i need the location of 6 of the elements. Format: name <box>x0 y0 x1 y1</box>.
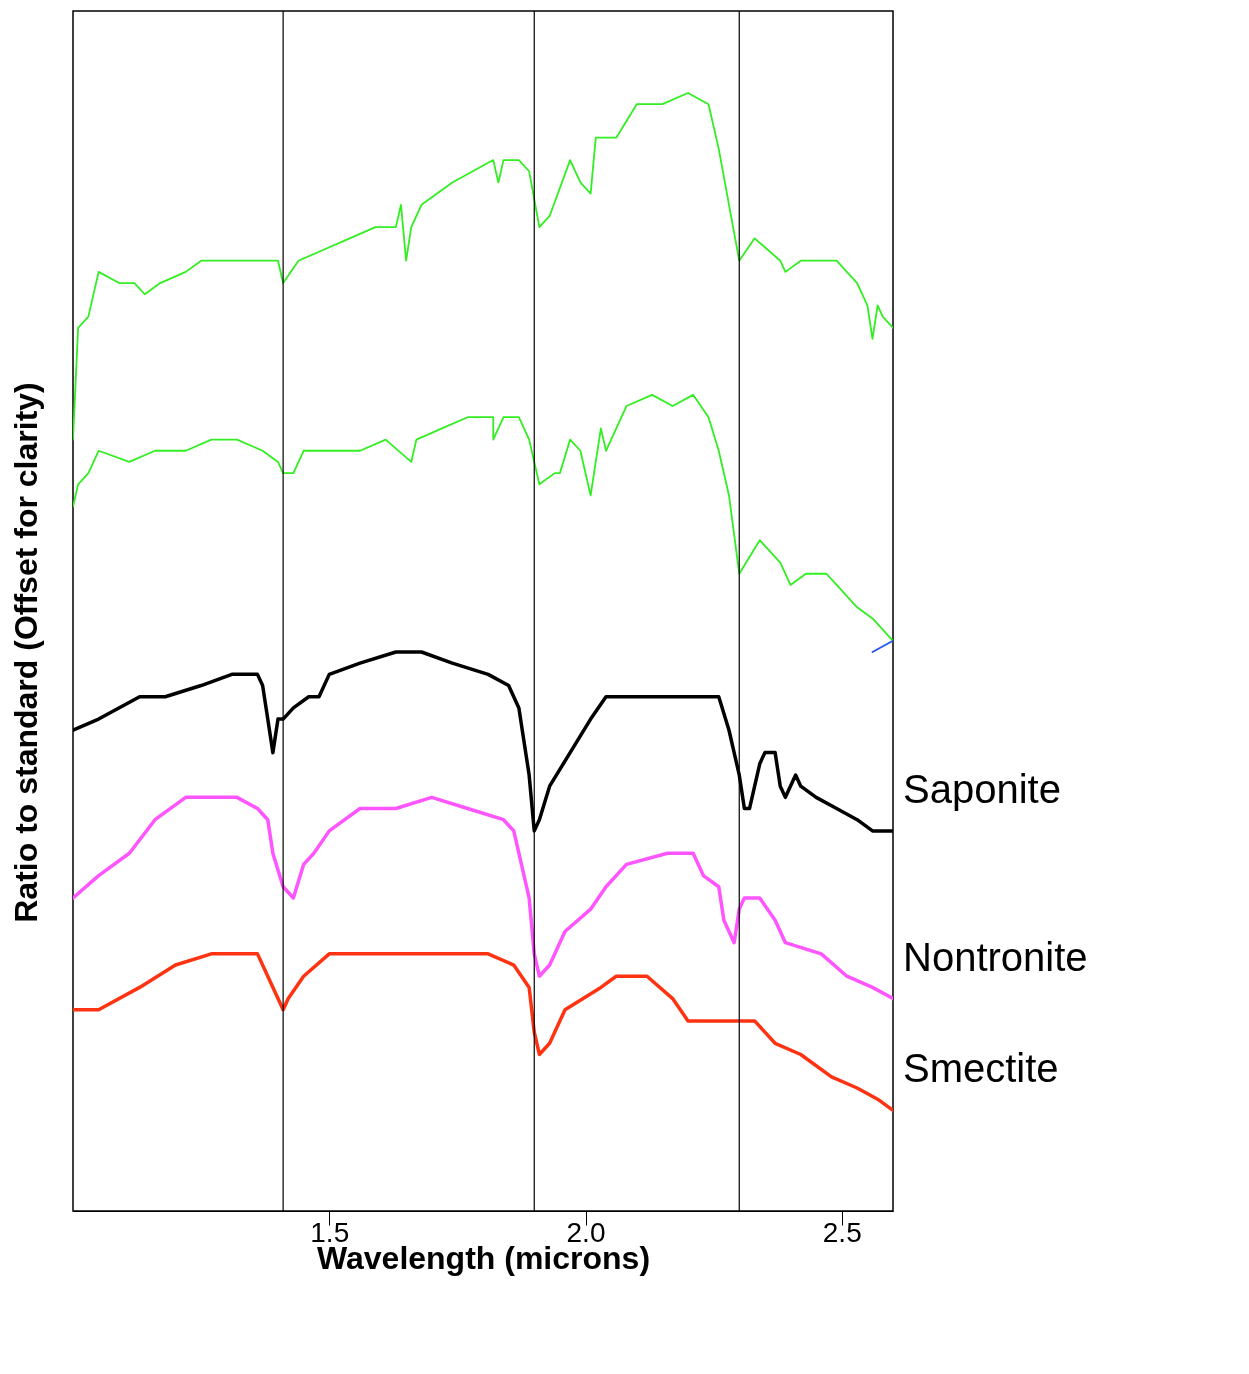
series-label: Smectite <box>903 1046 1059 1091</box>
x-tick-label: 2.0 <box>566 1216 606 1248</box>
series-label: Saponite <box>903 766 1061 811</box>
x-tick-label: 2.5 <box>822 1216 862 1248</box>
y-axis-title: Ratio to standard (Offset for clarity) <box>7 382 44 923</box>
series-label: Nontronite <box>903 934 1088 979</box>
